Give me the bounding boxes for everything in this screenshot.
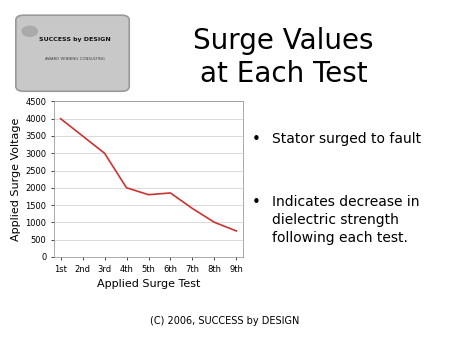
Text: •: • — [251, 132, 260, 147]
Text: (C) 2006, SUCCESS by DESIGN: (C) 2006, SUCCESS by DESIGN — [150, 316, 300, 326]
Text: Stator surged to fault: Stator surged to fault — [272, 132, 421, 146]
Text: Surge Values
at Each Test: Surge Values at Each Test — [193, 27, 374, 88]
Y-axis label: Applied Surge Voltage: Applied Surge Voltage — [11, 117, 21, 241]
Text: •: • — [251, 195, 260, 210]
Text: Indicates decrease in
dielectric strength
following each test.: Indicates decrease in dielectric strengt… — [272, 195, 419, 245]
Text: AWARD WINNING CONSULTING: AWARD WINNING CONSULTING — [45, 57, 105, 61]
Text: SUCCESS by DESIGN: SUCCESS by DESIGN — [39, 37, 111, 42]
Circle shape — [22, 26, 37, 37]
FancyBboxPatch shape — [16, 15, 129, 91]
X-axis label: Applied Surge Test: Applied Surge Test — [97, 279, 200, 289]
